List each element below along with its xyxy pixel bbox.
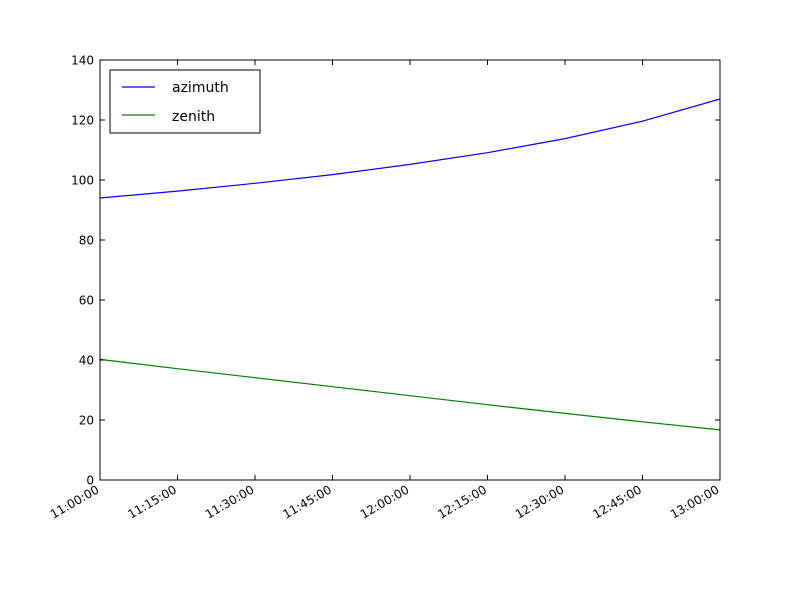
- legend-box: [109, 69, 261, 134]
- y-tick-label: 140: [71, 54, 94, 68]
- series-line-zenith: [99, 358, 721, 431]
- y-tick-label: 120: [71, 114, 94, 128]
- series-line-azimuth: [99, 98, 721, 199]
- legend-label-azimuth: azimuth: [172, 80, 229, 96]
- y-tick-label: 0: [86, 474, 94, 488]
- y-tick-label: 100: [71, 174, 94, 188]
- y-tick-label: 60: [79, 294, 94, 308]
- legend-label-zenith: zenith: [172, 109, 215, 125]
- y-tick-label: 20: [79, 414, 94, 428]
- series-layer: [99, 98, 721, 431]
- y-tick-label: 40: [79, 354, 94, 368]
- y-tick-label: 80: [79, 234, 94, 248]
- legend: azimuth zenith: [109, 69, 261, 134]
